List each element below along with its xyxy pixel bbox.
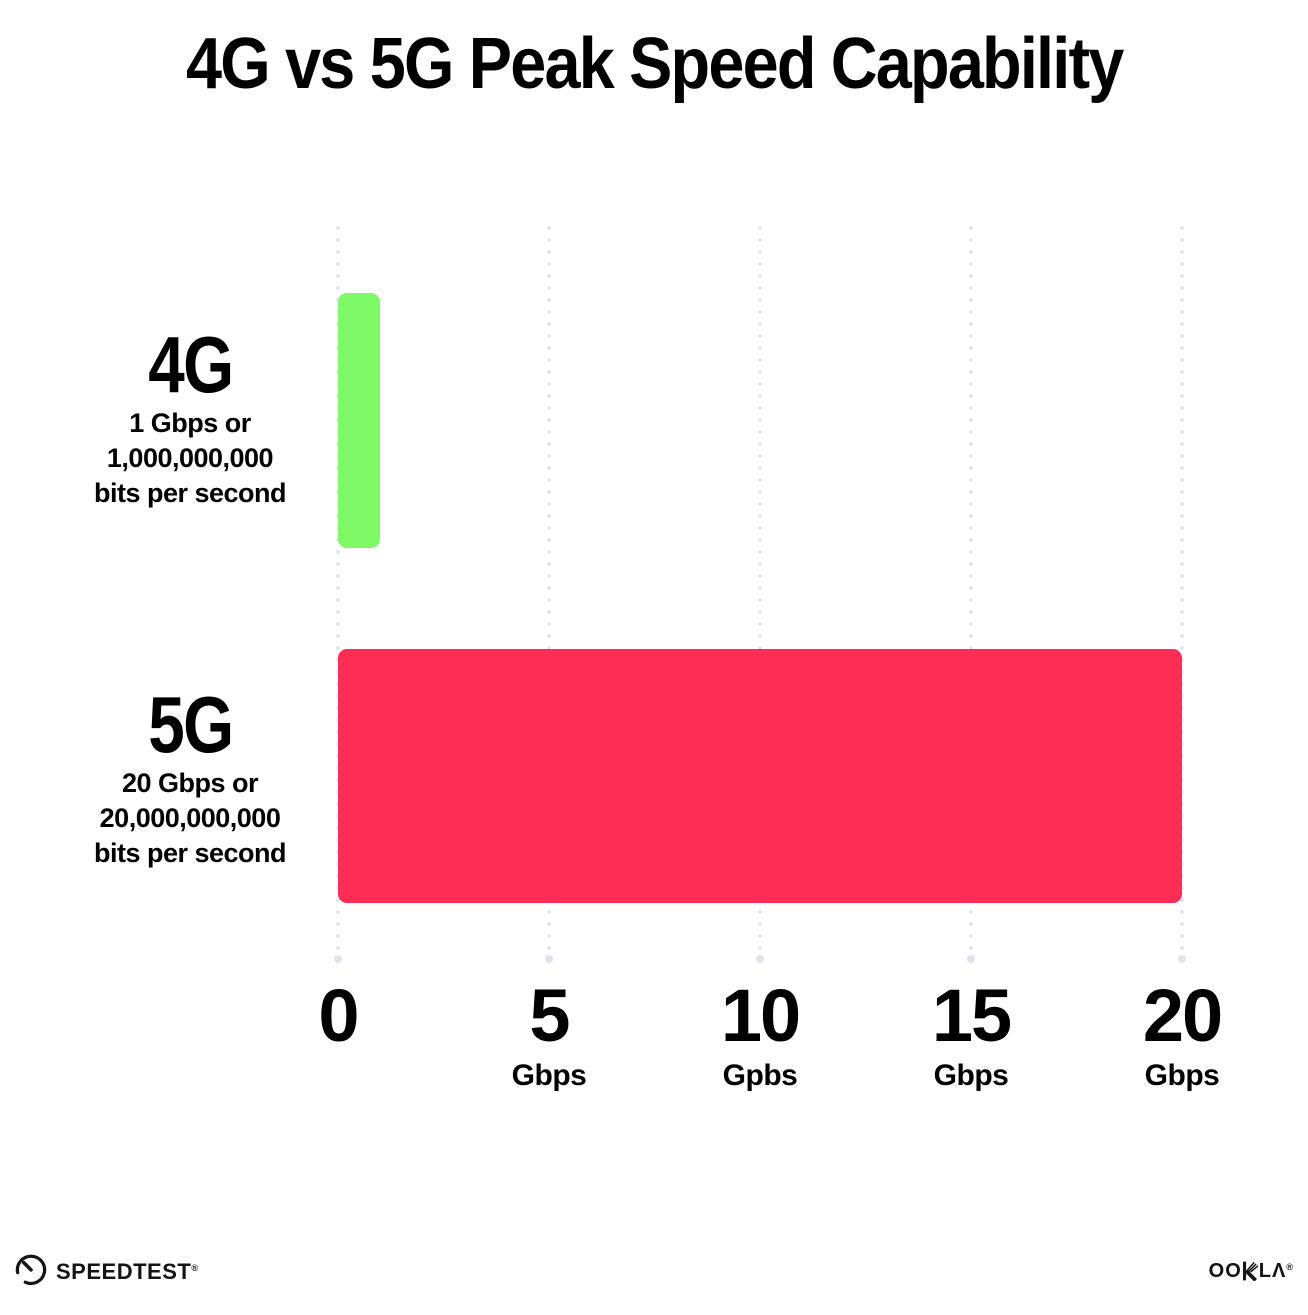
plot-area [334, 222, 1186, 963]
tick-5-unit: Gbps [511, 1059, 587, 1092]
tick-20-value: 20 [1142, 974, 1223, 1057]
speedtest-wordmark: SPEEDTEST® [56, 1258, 199, 1284]
gridline-15 [967, 222, 975, 963]
tick-5: 5 Gbps [429, 978, 669, 1092]
chart-title: 4G vs 5G Peak Speed Capability [0, 22, 1308, 106]
category-description-4g-line3: bits per second [93, 478, 287, 508]
tick-15: 15 Gbps [851, 978, 1091, 1092]
category-label-5g: 5G [147, 680, 234, 769]
speedtest-logo: SPEEDTEST® [14, 1252, 198, 1291]
ookla-logo: OO LΛ ® [1209, 1260, 1294, 1282]
tick-15-unit: Gbps [933, 1059, 1009, 1092]
x-axis: 0 5 Gbps 10 Gpbs 15 Gbps 20 Gbps [318, 978, 1223, 1108]
gridline-5 [545, 222, 553, 963]
tick-20-unit: Gbps [1144, 1059, 1220, 1092]
speedtest-gauge-icon [14, 1252, 48, 1291]
category-block-5g: 5G 20 Gbps or 20,000,000,000 bits per se… [40, 684, 340, 871]
ookla-wordmark-right: LΛ [1258, 1260, 1287, 1282]
tick-20: 20 Gbps [1062, 978, 1302, 1092]
category-block-4g: 4G 1 Gbps or 1,000,000,000 bits per seco… [40, 324, 340, 511]
tick-15-value: 15 [931, 974, 1012, 1057]
tick-5-value: 5 [529, 974, 570, 1057]
tick-0: 0 [218, 978, 458, 1060]
tick-10: 10 Gpbs [640, 978, 880, 1092]
category-description-4g-line1: 1 Gbps or [129, 408, 251, 438]
category-description-5g-line2: 20,000,000,000 [99, 803, 281, 833]
gridline-20 [1178, 222, 1186, 963]
ookla-wordmark-left: OO [1208, 1260, 1242, 1282]
tick-10-value: 10 [720, 974, 801, 1057]
gridline-10 [756, 222, 764, 963]
ookla-registered-mark: ® [1286, 1262, 1294, 1272]
chart-title-text: 4G vs 5G Peak Speed Capability [185, 24, 1124, 104]
category-description-4g-line2: 1,000,000,000 [106, 443, 274, 473]
tick-0-value: 0 [318, 974, 359, 1057]
tick-10-unit: Gpbs [722, 1059, 798, 1092]
bar-5g [338, 649, 1182, 903]
bar-4g [338, 293, 381, 548]
gridline-0 [334, 222, 342, 963]
category-label-4g: 4G [147, 320, 234, 409]
ookla-k-icon [1242, 1261, 1259, 1281]
category-description-5g-line3: bits per second [93, 838, 287, 868]
speedtest-registered-mark: ® [191, 1262, 199, 1273]
category-description-5g-line1: 20 Gbps or [121, 768, 259, 798]
